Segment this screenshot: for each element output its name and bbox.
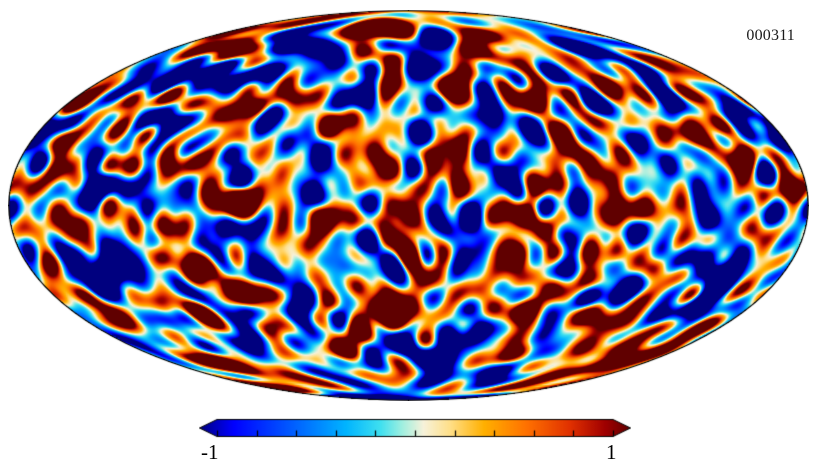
corner-label: 000311: [746, 27, 795, 44]
colorbar: -1 1: [199, 418, 631, 472]
colorbar-gradient: [199, 418, 631, 442]
skymap: [8, 10, 809, 401]
colorbar-max-label: 1: [606, 440, 617, 464]
skymap-canvas: [8, 10, 809, 401]
colorbar-min-label: -1: [201, 440, 219, 464]
